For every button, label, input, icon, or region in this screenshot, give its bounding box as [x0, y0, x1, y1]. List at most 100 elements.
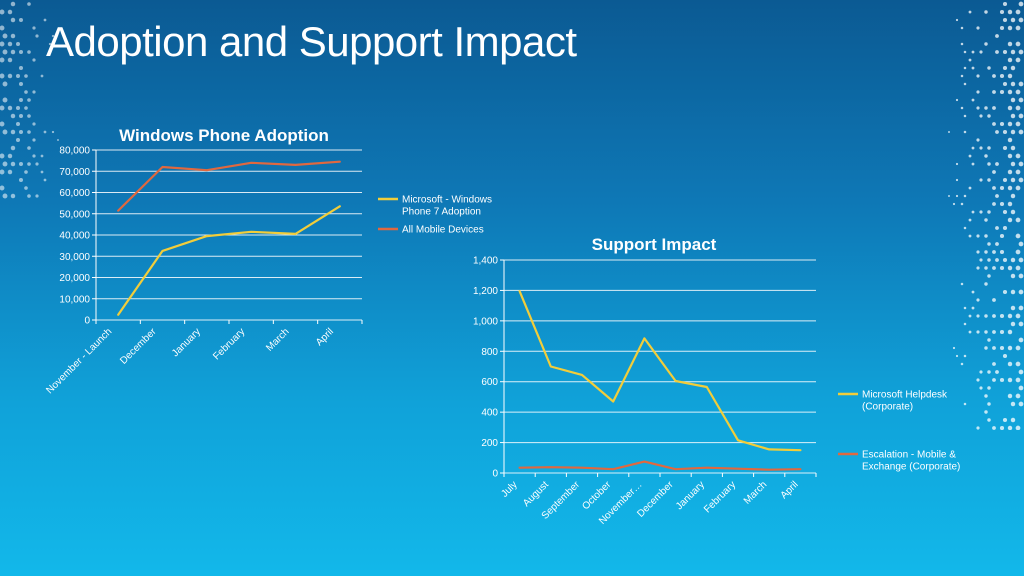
decor-dot: [1018, 161, 1024, 167]
decor-dot: [2, 161, 8, 167]
decor-dot: [992, 298, 996, 302]
decor-dot: [999, 265, 1005, 271]
decor-dot: [1002, 289, 1008, 295]
decor-dot: [43, 130, 47, 134]
decor-dot: [955, 18, 959, 22]
decor-dot: [7, 153, 13, 159]
decor-dot: [987, 178, 991, 182]
decor-dot: [992, 202, 996, 206]
decor-dot: [15, 105, 21, 111]
decor-dot: [1015, 89, 1021, 95]
decor-dot: [979, 386, 983, 390]
series-line: [518, 460, 802, 471]
decor-dot: [976, 26, 980, 30]
decor-dot: [1007, 265, 1013, 271]
decor-dot: [979, 114, 983, 118]
decor-dot: [0, 41, 5, 47]
decor-dot: [995, 226, 999, 230]
decor-dot: [51, 130, 55, 134]
decor-dot: [15, 73, 21, 79]
decor-dot: [979, 258, 983, 262]
x-tick-label: March: [742, 479, 769, 506]
decor-dot: [27, 114, 31, 118]
decor-dot: [1002, 1, 1008, 7]
decor-dot: [984, 330, 988, 334]
decor-dot: [1018, 369, 1024, 375]
decor-dot: [992, 122, 996, 126]
decor-dot: [18, 161, 24, 167]
legend-label: All Mobile Devices: [402, 225, 484, 236]
decor-dot: [968, 314, 972, 318]
decor-dot: [992, 426, 996, 430]
decor-dot: [960, 42, 964, 46]
decor-dot: [1007, 313, 1013, 319]
decor-dot: [999, 89, 1005, 95]
decor-dot: [10, 1, 16, 7]
decor-dot: [999, 377, 1005, 383]
decor-dot: [18, 129, 24, 135]
chart-title: Support Impact: [592, 235, 717, 254]
decor-dot: [1010, 209, 1016, 215]
decor-dot: [32, 138, 36, 142]
decor-dot: [35, 162, 39, 166]
decor-dot: [35, 34, 39, 38]
decor-dot: [1007, 201, 1013, 207]
decor-dot: [1018, 241, 1024, 247]
decor-dot: [43, 18, 47, 22]
decor-dot: [1018, 385, 1024, 391]
y-tick-label: 400: [481, 408, 498, 419]
decor-dot: [1018, 49, 1024, 55]
decor-dot: [948, 131, 950, 133]
series-line: [117, 160, 341, 212]
x-tick-label: July: [499, 479, 519, 499]
decor-dot: [992, 346, 996, 350]
y-tick-label: 0: [84, 316, 90, 327]
decor-dot: [1002, 145, 1008, 151]
decor-dot: [992, 266, 996, 270]
decor-dot: [1007, 73, 1013, 79]
decor-dot: [984, 10, 988, 14]
decor-dot: [1010, 289, 1016, 295]
decor-dot: [18, 113, 24, 119]
decor-dot: [1007, 169, 1013, 175]
decor-dot: [960, 202, 964, 206]
decor-dot: [960, 362, 964, 366]
decor-dot: [976, 138, 980, 142]
decor-dot: [1002, 353, 1008, 359]
decor-dot: [984, 218, 988, 222]
decor-dot: [18, 97, 24, 103]
legend-label: (Corporate): [862, 402, 913, 413]
decor-dot: [984, 250, 988, 254]
decor-dot: [963, 66, 967, 70]
decor-dot: [32, 58, 36, 62]
decor-dot: [1010, 257, 1016, 263]
decor-dot: [15, 137, 21, 143]
decor-dot: [2, 49, 8, 55]
decor-dot: [1015, 361, 1021, 367]
decor-dot: [968, 10, 972, 14]
x-tick-label: December: [118, 326, 159, 367]
decor-dot: [963, 226, 967, 230]
decor-dot: [24, 74, 28, 78]
decor-dot: [27, 146, 31, 150]
decor-dot: [1002, 129, 1008, 135]
decor-dot: [955, 194, 959, 198]
decor-dot: [10, 129, 16, 135]
decor-dot: [10, 49, 16, 55]
decor-dot: [976, 106, 980, 110]
decor-dot: [999, 201, 1005, 207]
decor-dot: [987, 146, 991, 150]
decor-dot: [999, 233, 1005, 239]
decor-dot: [1010, 49, 1016, 55]
decor-dot: [1015, 121, 1021, 127]
decor-dot: [2, 193, 8, 199]
x-tick-label: August: [521, 479, 551, 509]
decor-dot: [984, 314, 988, 318]
decor-dot: [968, 234, 972, 238]
decor-dot: [948, 195, 950, 197]
decor-dot: [955, 162, 959, 166]
decor-dot: [1007, 9, 1013, 15]
decor-dot: [976, 74, 980, 78]
decor-dot: [999, 425, 1005, 430]
decor-dot: [24, 90, 28, 94]
